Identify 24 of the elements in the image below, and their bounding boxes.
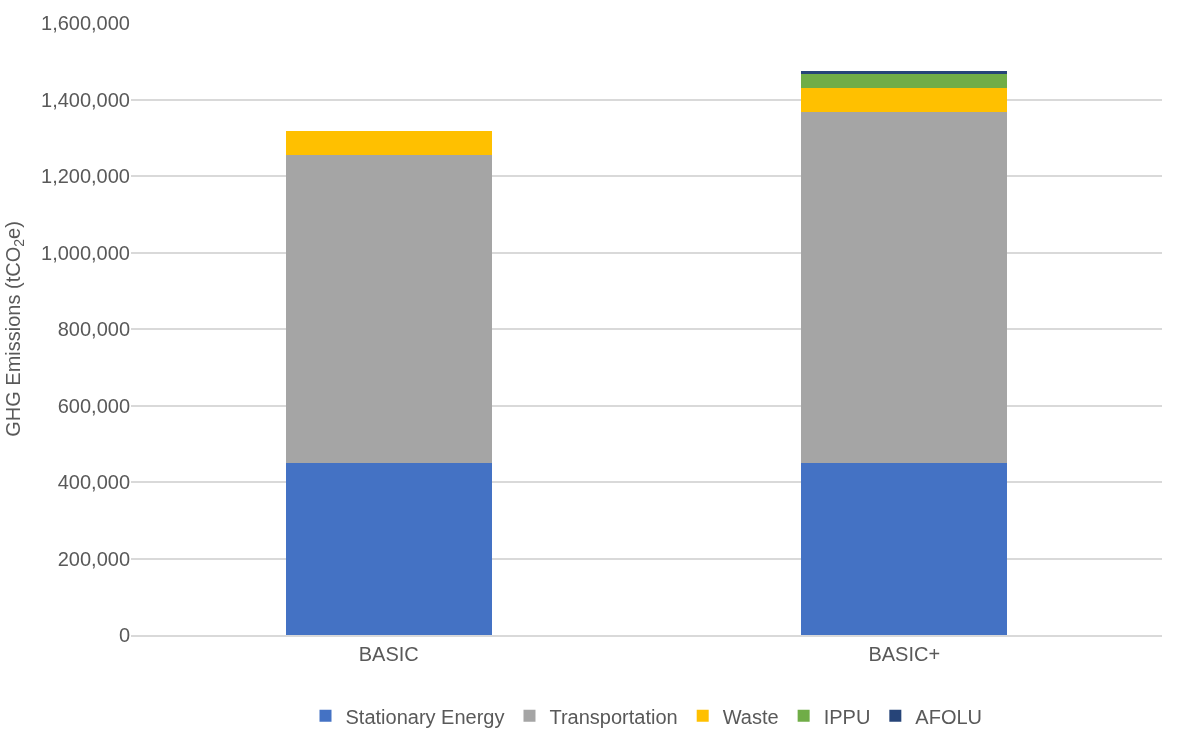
y-tick-label: 1,600,000 [41, 12, 130, 34]
y-tick-label: 800,000 [57, 318, 130, 340]
y-tick-label: 400,000 [57, 471, 130, 493]
legend-label: AFOLU [915, 705, 983, 728]
bar [801, 462, 1008, 635]
legend-label: IPPU [823, 705, 871, 728]
y-tick-label: 1,400,000 [41, 88, 130, 111]
y-tick-label: 0 [118, 624, 130, 646]
y-tick-label: 1,200,000 [41, 165, 130, 187]
bar [801, 71, 1008, 74]
x-tick-label: BASIC [358, 642, 419, 665]
y-tick-label: 1,000,000 [41, 241, 130, 264]
y-tick-label: 600,000 [57, 394, 130, 417]
bar [285, 154, 492, 463]
legend-label: Waste [722, 705, 779, 728]
bar [285, 131, 492, 155]
bar [285, 462, 492, 635]
x-tick-label: BASIC+ [868, 642, 941, 665]
bar [801, 73, 1008, 89]
bar [801, 111, 1008, 463]
bar [801, 88, 1008, 112]
y-tick-label: 200,000 [57, 547, 130, 570]
legend-label: Stationary Energy [345, 705, 505, 728]
legend-label: Transportation [549, 705, 678, 728]
